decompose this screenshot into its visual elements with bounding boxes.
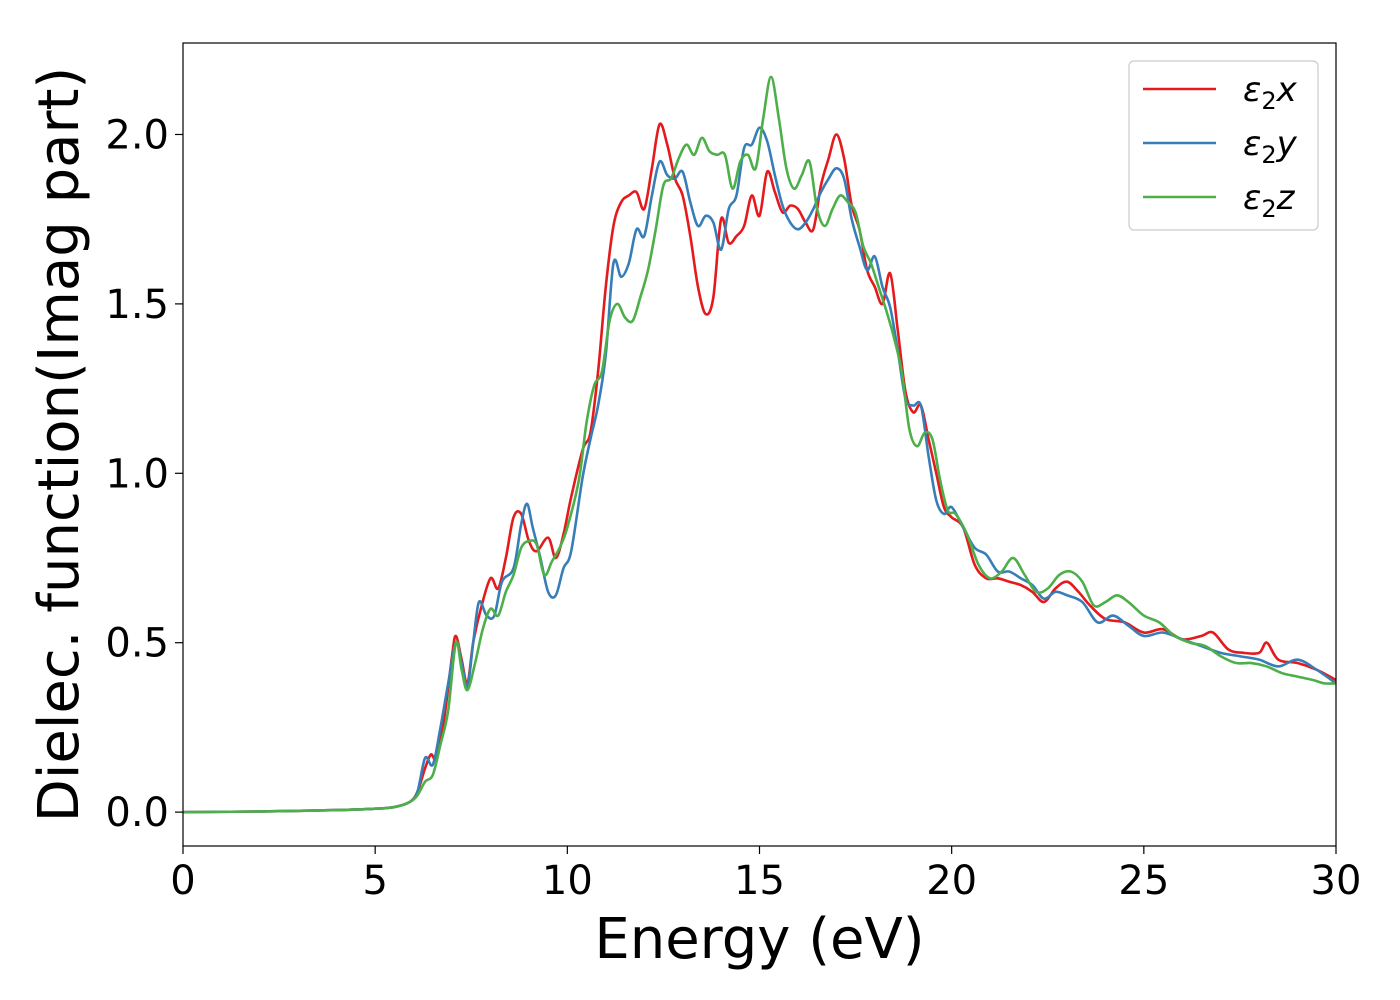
x-tick-label: 15 bbox=[734, 858, 785, 904]
x-tick-label: 10 bbox=[542, 858, 593, 904]
y-tick-label: 1.5 bbox=[105, 282, 169, 328]
y-tick-label: 0.0 bbox=[105, 790, 169, 836]
series-line-y bbox=[183, 126, 1336, 814]
x-tick-label: 5 bbox=[362, 858, 387, 904]
y-tick-label: 1.0 bbox=[105, 451, 169, 497]
series-line-z bbox=[183, 75, 1336, 814]
y-axis: 0.0 0.5 1.0 1.5 2.0 bbox=[105, 112, 183, 836]
x-tick-label: 0 bbox=[170, 858, 195, 904]
legend-item-z: ε2z bbox=[1143, 178, 1296, 223]
series-line-x bbox=[183, 122, 1336, 814]
legend: ε2x ε2y ε2z bbox=[1128, 60, 1319, 231]
y-tick-label: 2.0 bbox=[105, 112, 169, 158]
x-axis-label: Energy (eV) bbox=[594, 907, 924, 972]
x-tick-label: 20 bbox=[926, 858, 977, 904]
plot-lines bbox=[183, 75, 1336, 814]
legend-label: ε2y bbox=[1243, 124, 1298, 169]
x-axis: 0 5 10 15 20 25 30 bbox=[170, 846, 1361, 904]
legend-box bbox=[1128, 60, 1319, 231]
x-tick-label: 25 bbox=[1118, 858, 1169, 904]
legend-item-y: ε2y bbox=[1143, 124, 1298, 169]
legend-label: ε2z bbox=[1243, 178, 1296, 223]
x-tick-label: 30 bbox=[1311, 858, 1362, 904]
y-axis-label: Dielec. function(Imag part) bbox=[27, 67, 92, 823]
legend-item-x: ε2x bbox=[1143, 70, 1298, 115]
y-tick-label: 0.5 bbox=[105, 621, 169, 667]
legend-label: ε2x bbox=[1243, 70, 1298, 115]
